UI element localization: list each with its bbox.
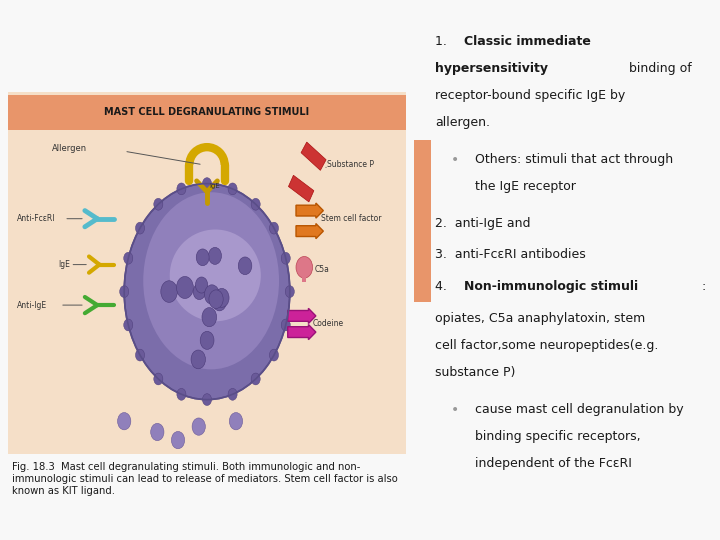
Circle shape bbox=[143, 192, 279, 369]
Text: 3.  anti-FcεRI antibodies: 3. anti-FcεRI antibodies bbox=[436, 248, 586, 261]
Text: independent of the FcεRI: independent of the FcεRI bbox=[475, 457, 632, 470]
Text: the IgE receptor: the IgE receptor bbox=[475, 180, 576, 193]
Text: Anti-FcεRI: Anti-FcεRI bbox=[17, 214, 55, 223]
Circle shape bbox=[238, 257, 252, 275]
Text: Classic immediate: Classic immediate bbox=[464, 35, 591, 48]
Ellipse shape bbox=[170, 230, 261, 321]
Circle shape bbox=[230, 413, 243, 430]
Text: opiates, C5a anaphylatoxin, stem: opiates, C5a anaphylatoxin, stem bbox=[436, 312, 646, 325]
Circle shape bbox=[202, 394, 212, 406]
Text: :: : bbox=[701, 280, 706, 293]
Circle shape bbox=[193, 284, 205, 300]
Circle shape bbox=[191, 350, 205, 369]
FancyBboxPatch shape bbox=[9, 92, 405, 454]
Circle shape bbox=[285, 286, 294, 298]
Text: cause mast cell degranulation by: cause mast cell degranulation by bbox=[475, 403, 684, 416]
Circle shape bbox=[176, 276, 194, 299]
Text: Allergen: Allergen bbox=[52, 144, 87, 153]
FancyArrow shape bbox=[288, 308, 316, 323]
Circle shape bbox=[150, 423, 164, 441]
Circle shape bbox=[269, 222, 279, 234]
Text: receptor-bound specific IgE by: receptor-bound specific IgE by bbox=[436, 89, 626, 102]
FancyBboxPatch shape bbox=[0, 448, 414, 540]
Circle shape bbox=[135, 349, 145, 361]
Text: binding specific receptors,: binding specific receptors, bbox=[475, 430, 641, 443]
Circle shape bbox=[212, 293, 226, 311]
Circle shape bbox=[251, 373, 260, 385]
Circle shape bbox=[195, 277, 208, 293]
Circle shape bbox=[202, 308, 217, 327]
FancyBboxPatch shape bbox=[301, 142, 326, 170]
Text: Others: stimuli that act through: Others: stimuli that act through bbox=[475, 153, 673, 166]
Text: 1.: 1. bbox=[436, 35, 451, 48]
Text: Non-immunologic stimuli: Non-immunologic stimuli bbox=[464, 280, 639, 293]
Text: allergen.: allergen. bbox=[436, 116, 490, 129]
Circle shape bbox=[135, 222, 145, 234]
Text: cell factor,some neuropeptides(e.g.: cell factor,some neuropeptides(e.g. bbox=[436, 339, 659, 352]
FancyArrow shape bbox=[296, 224, 323, 239]
Circle shape bbox=[124, 184, 289, 400]
FancyBboxPatch shape bbox=[9, 94, 405, 130]
Circle shape bbox=[200, 332, 214, 349]
Text: •: • bbox=[451, 403, 459, 417]
Text: C5a: C5a bbox=[315, 266, 330, 274]
Circle shape bbox=[197, 249, 209, 266]
FancyBboxPatch shape bbox=[414, 140, 431, 302]
Circle shape bbox=[296, 256, 312, 278]
FancyBboxPatch shape bbox=[302, 272, 306, 282]
Circle shape bbox=[209, 247, 222, 265]
Circle shape bbox=[192, 418, 205, 435]
Circle shape bbox=[154, 373, 163, 385]
Circle shape bbox=[154, 198, 163, 210]
Text: •: • bbox=[451, 153, 459, 167]
Circle shape bbox=[171, 431, 184, 449]
Text: IgE: IgE bbox=[209, 183, 220, 190]
Text: Fig. 18.3  Mast cell degranulating stimuli. Both immunologic and non-
immunologi: Fig. 18.3 Mast cell degranulating stimul… bbox=[12, 462, 398, 496]
Circle shape bbox=[204, 285, 220, 304]
Text: 2.  anti-IgE and: 2. anti-IgE and bbox=[436, 217, 531, 230]
FancyArrow shape bbox=[288, 325, 316, 340]
Text: Stem cell factor: Stem cell factor bbox=[321, 214, 382, 223]
Text: MAST CELL DEGRANULATING STIMULI: MAST CELL DEGRANULATING STIMULI bbox=[104, 107, 310, 117]
Text: 4.: 4. bbox=[436, 280, 451, 293]
Circle shape bbox=[209, 290, 223, 308]
Circle shape bbox=[251, 198, 260, 210]
Text: IgE: IgE bbox=[58, 260, 70, 269]
Circle shape bbox=[228, 183, 237, 195]
FancyBboxPatch shape bbox=[0, 0, 414, 92]
Circle shape bbox=[124, 252, 132, 264]
Text: binding of: binding of bbox=[625, 62, 692, 75]
Text: Codeine: Codeine bbox=[312, 320, 343, 328]
Circle shape bbox=[124, 319, 132, 331]
Text: hypersensitivity: hypersensitivity bbox=[436, 62, 549, 75]
Circle shape bbox=[117, 413, 131, 430]
FancyArrow shape bbox=[296, 203, 323, 218]
Circle shape bbox=[228, 388, 237, 400]
Circle shape bbox=[202, 178, 212, 190]
Circle shape bbox=[269, 349, 279, 361]
Circle shape bbox=[282, 252, 290, 264]
Circle shape bbox=[282, 319, 290, 331]
FancyBboxPatch shape bbox=[289, 176, 314, 202]
Text: substance P): substance P) bbox=[436, 366, 516, 379]
Circle shape bbox=[120, 286, 129, 298]
Circle shape bbox=[177, 183, 186, 195]
Circle shape bbox=[215, 288, 229, 307]
Text: Anti-IgE: Anti-IgE bbox=[17, 301, 47, 309]
Circle shape bbox=[161, 281, 177, 302]
Circle shape bbox=[177, 388, 186, 400]
Text: Substance P: Substance P bbox=[327, 160, 374, 169]
